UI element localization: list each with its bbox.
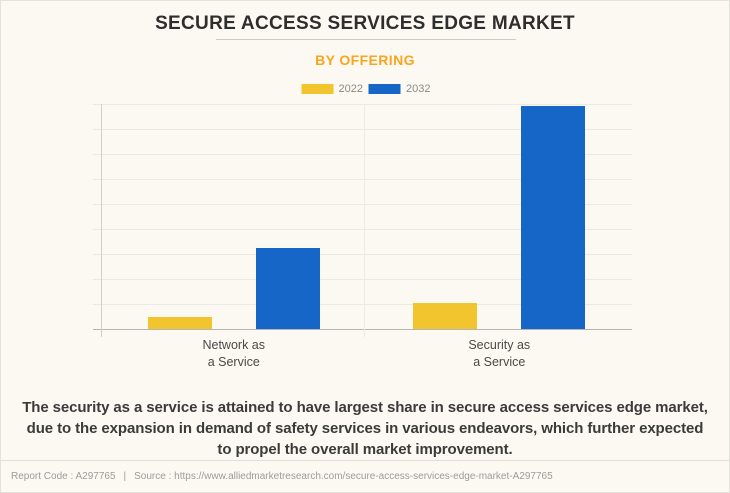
bar-2022-security-as-a-service[interactable] [413, 303, 478, 329]
footer-separator: | [123, 471, 127, 482]
title-divider [216, 39, 516, 40]
chart-title: SECURE ACCESS SERVICES EDGE MARKET [155, 13, 575, 34]
bar-2022-network-as-a-service[interactable] [147, 317, 212, 329]
category-label-line: a Service [207, 355, 260, 369]
category-label-line: Network as [202, 338, 266, 352]
y-gridline [93, 279, 632, 280]
chart-description: The security as a service is attained to… [22, 399, 708, 458]
y-axis-line [101, 104, 102, 337]
legend-item-2022[interactable]: 2022 [301, 83, 363, 95]
y-gridline [93, 229, 632, 230]
y-gridline [93, 154, 632, 155]
category-label-network-as-a-service: Network as a Service [164, 337, 304, 371]
y-gridline [93, 254, 632, 255]
legend: 2022 2032 [299, 83, 434, 95]
x-axis-baseline [93, 329, 632, 330]
category-label-security-as-a-service: Security as a Service [429, 337, 569, 371]
category-label-line: Security as [468, 338, 531, 352]
source-url: Source : https://www.alliedmarketresearc… [134, 471, 553, 482]
legend-label: 2032 [406, 83, 431, 95]
legend-swatch-2022 [301, 84, 334, 94]
category-divider-line [364, 104, 365, 337]
legend-swatch-2032 [369, 84, 401, 94]
bar-2032-security-as-a-service[interactable] [521, 106, 586, 329]
category-label-line: a Service [473, 355, 526, 369]
y-gridline [93, 129, 632, 130]
y-gridline [93, 204, 632, 205]
legend-item-2032[interactable]: 2032 [369, 83, 430, 95]
chart-subtitle: BY OFFERING [315, 52, 415, 68]
legend-label: 2022 [338, 83, 363, 95]
footer: Report Code : A297765 | Source : https:/… [1, 460, 729, 492]
bar-2032-network-as-a-service[interactable] [255, 248, 320, 329]
report-code: Report Code : A297765 [11, 471, 116, 482]
y-gridline [93, 104, 632, 105]
y-gridline [93, 304, 632, 305]
y-gridline [93, 179, 632, 180]
